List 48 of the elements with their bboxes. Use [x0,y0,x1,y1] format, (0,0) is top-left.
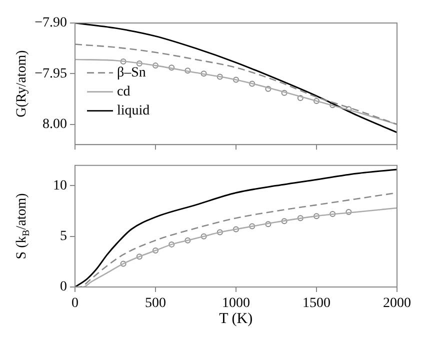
legend-label: β–Sn [117,65,146,80]
point [200,233,207,240]
x-axis-title: T (K) [219,310,253,327]
point [297,94,304,101]
point [249,80,256,87]
x-tick-label: 2000 [383,296,411,312]
y-tick-label: 0 [60,280,67,295]
y-axis-title: G(Ry/atom) [14,50,30,118]
point [265,86,272,92]
point [346,209,352,216]
x-tick-label: 500 [145,296,166,312]
point [216,74,223,80]
point [330,211,336,218]
x-tick-label: 1000 [222,296,250,312]
point [184,237,191,244]
point [216,229,223,236]
y-tick-label: 5 [60,229,67,244]
point [314,213,320,220]
point [297,215,304,222]
point [152,248,158,254]
point [233,226,239,232]
legend-label: cd [117,84,130,100]
point [168,64,175,71]
x-tick-label: 0 [72,296,78,312]
line-series [75,23,397,134]
y-tick-label: 10 [53,178,67,194]
point [136,254,142,260]
x-tick-label: 1500 [302,296,330,312]
line-series [75,58,397,125]
point [314,98,320,104]
point [136,60,142,67]
point [120,58,126,65]
line-series [75,168,397,287]
y-tick-label: −7.90 [34,16,67,31]
y-tick-label: −7.95 [34,66,67,82]
point [281,90,288,96]
point [233,76,239,83]
point [184,68,191,74]
point [281,218,288,224]
point [168,241,175,248]
point [249,223,256,230]
legend-label: liquid [117,103,150,118]
y-axis-title: S (kB/atom) [14,192,32,260]
point [200,70,207,77]
point [120,260,126,267]
y-tick-label: 8.00 [42,117,67,132]
point [265,221,272,228]
point [152,62,158,69]
